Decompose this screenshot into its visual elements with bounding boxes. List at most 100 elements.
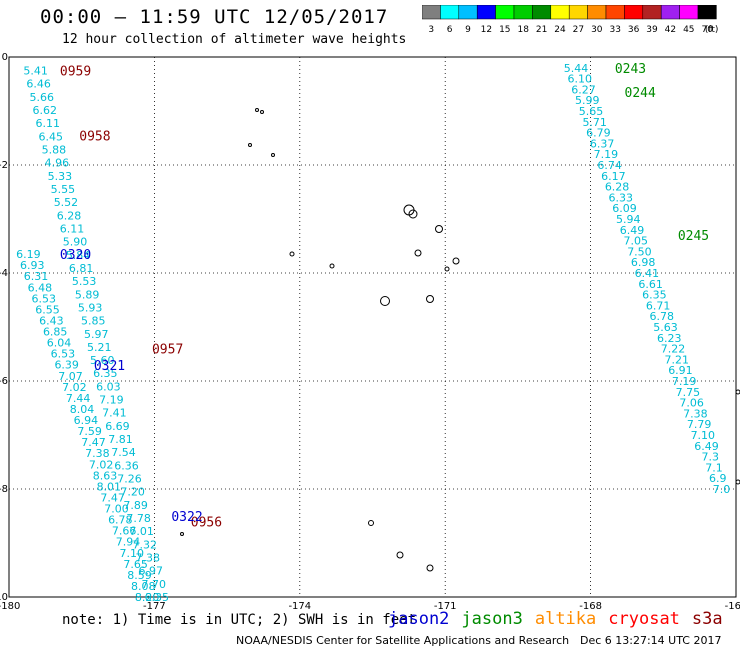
swh-value-label: 5.97 [84, 328, 109, 341]
colorbar-unit: (ft) [705, 25, 719, 35]
island-outline [396, 551, 404, 559]
pass-time-label: 0959 [60, 65, 91, 80]
swh-value-label: 8.59 [127, 569, 152, 582]
colorbar-tick-label: 42 [665, 25, 676, 35]
swh-value-label: 7.02 [89, 458, 114, 471]
swh-value-label: 7.65 [123, 558, 148, 571]
y-tick-label: -4 [0, 268, 8, 279]
swh-value-label: 6.17 [601, 170, 626, 183]
swh-value-label: 6.31 [24, 270, 49, 283]
legend-item-jason3: jason3 [461, 609, 523, 629]
pass-time-label: 0243 [615, 62, 646, 77]
x-tick-label: -174 [288, 601, 311, 612]
swh-value-label: 7.19 [594, 148, 619, 161]
swh-value-label: 5.84 [66, 249, 91, 262]
colorbar-tick-label: 30 [591, 25, 603, 35]
swh-value-label: 7.10 [120, 547, 145, 560]
y-tick-label: -6 [0, 376, 8, 387]
swh-value-label: 7.47 [100, 491, 125, 504]
swh-value-label: 6.85 [43, 326, 68, 339]
swh-value-label: 6.49 [694, 440, 719, 453]
legend-item-altika: altika [534, 609, 597, 629]
x-tick-label: -171 [434, 601, 457, 612]
colorbar-tick-label: 3 [428, 25, 434, 35]
island-outline [452, 257, 460, 265]
swh-value-label: 5.53 [72, 275, 97, 288]
swh-value-label: 5.21 [87, 341, 112, 354]
island-outline [271, 153, 275, 157]
x-tick-label: -180 [0, 601, 20, 612]
swh-value-label: 7.10 [691, 429, 716, 442]
swh-value-label: 7.07 [58, 370, 83, 383]
swh-value-label: 5.93 [78, 301, 103, 314]
swh-value-label: 6.49 [620, 224, 645, 237]
island-outline [414, 249, 422, 257]
y-tick-label: 0 [2, 52, 8, 63]
swh-value-label: 6.94 [74, 414, 99, 427]
swh-value-label: 7.78 [126, 512, 151, 525]
swh-value-label: 5.44 [564, 62, 589, 75]
swh-value-label: 6.98 [631, 256, 656, 269]
pass-time-label: 0320 [60, 248, 91, 263]
swh-value-label: 5.55 [51, 183, 76, 196]
swh-value-label: 6.28 [57, 209, 82, 222]
swh-value-label: 7.3 [702, 451, 720, 464]
swh-value-label: 8.01 [97, 480, 122, 493]
island-outline [289, 251, 295, 257]
x-tick-label: -177 [143, 601, 166, 612]
colorbar-tick-label: 24 [554, 25, 566, 35]
swh-value-label: 5.33 [48, 170, 73, 183]
swh-value-label: 6.91 [668, 364, 693, 377]
island-outline [248, 143, 252, 147]
swh-value-label: 7.02 [62, 381, 87, 394]
swh-value-label: 5.60 [90, 354, 115, 367]
island-outline [435, 225, 443, 233]
swh-value-label: 6.62 [32, 104, 57, 117]
island-outline [329, 263, 335, 269]
colorbar-tick-label: 39 [646, 25, 658, 35]
legend-item-s3a: s3a [691, 609, 723, 629]
swh-value-label: 8.04 [70, 403, 95, 416]
swh-value-label: 6.48 [28, 281, 53, 294]
swh-value-label: 5.89 [75, 288, 100, 301]
colorbar-tick-label: 6 [447, 25, 453, 35]
swh-value-label: 7.19 [672, 375, 697, 388]
pass-time-label: 0245 [678, 229, 709, 244]
footer-timestamp: Dec 6 13:27:14 UTC 2017 [580, 634, 722, 647]
swh-value-label: 6.81 [69, 262, 94, 275]
plot-frame [8, 56, 737, 598]
swh-value-label: 7.06 [679, 397, 704, 410]
swh-value-label: 5.85 [81, 315, 106, 328]
swh-value-label: 7.89 [123, 499, 148, 512]
swh-value-label: 7.44 [66, 392, 91, 405]
swh-value-label: 7.70 [142, 578, 167, 591]
colorbar-tick-label: 36 [628, 25, 640, 35]
colorbar-tick-label: 70 [701, 25, 713, 35]
colorbar-tick-label: 21 [536, 25, 547, 35]
swh-value-label: 7.19 [99, 394, 124, 407]
chart-title: 00:00 – 11:59 UTC 12/05/2017 [40, 6, 389, 28]
swh-value-label: 5.52 [54, 196, 79, 209]
swh-value-label: 7.66 [112, 525, 137, 538]
swh-value-label: 7.59 [77, 425, 102, 438]
chart-subtitle: 12 hour collection of altimeter wave hei… [62, 32, 407, 47]
pass-time-label: 0956 [191, 515, 222, 530]
swh-value-label: 6.61 [638, 278, 663, 291]
swh-value-label: 5.88 [42, 143, 67, 156]
pass-time-label: 0958 [79, 129, 110, 144]
swh-value-label: 6.28 [605, 181, 630, 194]
swh-value-label: 7.20 [120, 486, 145, 499]
swh-value-label: 6.74 [597, 159, 622, 172]
swh-value-label: 6.11 [60, 222, 85, 235]
colorbar-tick-label: 12 [481, 25, 492, 35]
units-note: note: 1) Time is in UTC; 2) SWH is in fe… [62, 612, 417, 628]
footer-credit: NOAA/NESDIS Center for Satellite Applica… [236, 634, 570, 647]
swh-value-label: 7.41 [102, 407, 127, 420]
swh-value-label: 6.69 [105, 420, 130, 433]
swh-value-label: 7.05 [623, 235, 648, 248]
swh-value-label: 7.38 [683, 407, 708, 420]
swh-value-label: 7.75 [676, 386, 701, 399]
legend-item-jason2: jason2 [388, 609, 450, 629]
swh-value-label: 6.45 [39, 130, 64, 143]
island-outline [380, 296, 390, 306]
